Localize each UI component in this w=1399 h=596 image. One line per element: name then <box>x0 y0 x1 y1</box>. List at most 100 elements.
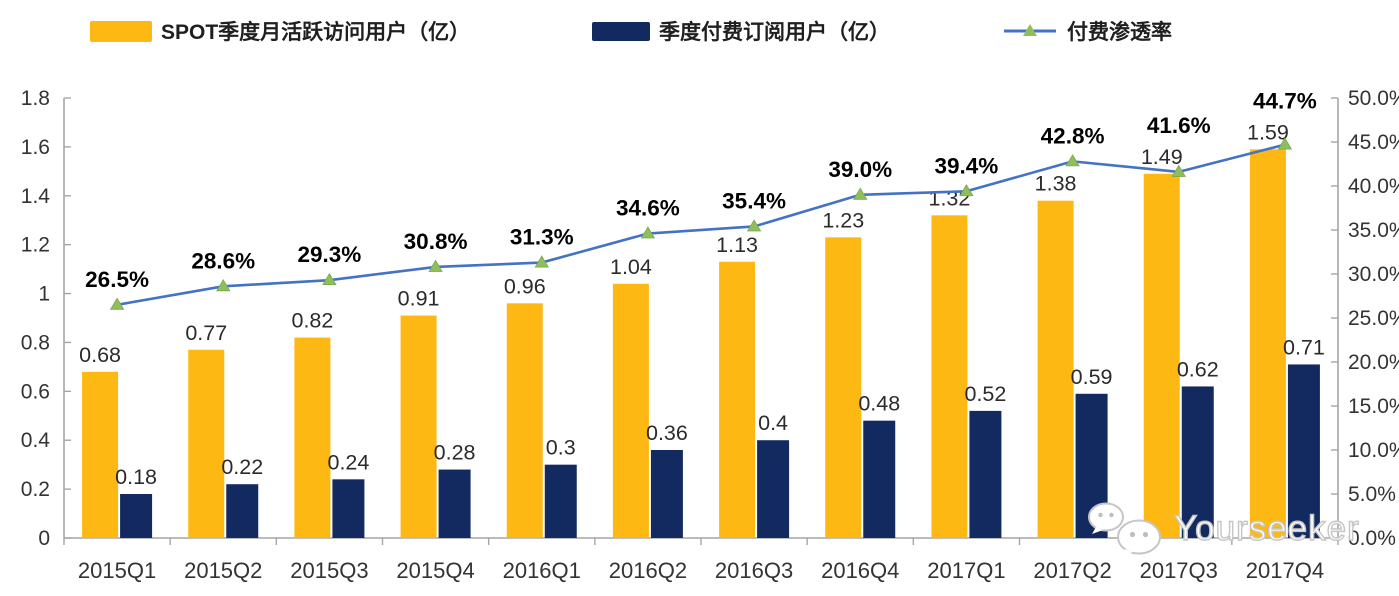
bar-subscribers-2017Q3 <box>1181 386 1214 538</box>
bar-mau-2017Q3 <box>1143 173 1180 538</box>
label-penetration-2016Q4: 39.0% <box>828 157 892 182</box>
y-axis-right-label: 45.0% <box>1348 131 1399 154</box>
y-axis-right-label: 15.0% <box>1348 395 1399 418</box>
bar-subscribers-2015Q3 <box>332 479 365 538</box>
label-mau-2016Q3: 1.13 <box>716 233 758 257</box>
bar-subscribers-2017Q1 <box>969 410 1002 538</box>
label-subscribers-2015Q1: 0.18 <box>115 465 157 489</box>
label-subscribers-2016Q3: 0.4 <box>758 411 788 435</box>
label-penetration-2016Q2: 34.6% <box>616 196 680 221</box>
y-axis-left-label: 0.6 <box>21 380 50 403</box>
x-axis-label: 2015Q4 <box>396 558 474 583</box>
bar-subscribers-2017Q4 <box>1287 364 1320 538</box>
x-axis-label: 2017Q3 <box>1140 558 1218 583</box>
legend-swatch-mau <box>90 20 152 42</box>
marker-penetration-2017Q3 <box>1171 164 1186 177</box>
label-subscribers-2016Q4: 0.48 <box>858 392 900 416</box>
marker-penetration-2016Q3 <box>746 219 762 232</box>
label-subscribers-2015Q4: 0.28 <box>434 441 476 465</box>
label-mau-2016Q2: 1.04 <box>610 255 652 279</box>
label-penetration-2015Q1: 26.5% <box>85 267 149 292</box>
y-axis-left-label: 1.6 <box>21 136 50 159</box>
y-axis-left-label: 1.4 <box>21 185 51 208</box>
bar-mau-2017Q2 <box>1037 200 1074 538</box>
y-axis-left-label: 1 <box>38 283 50 306</box>
x-axis-label: 2015Q2 <box>184 558 262 583</box>
bar-mau-2015Q2 <box>188 349 225 538</box>
y-axis-right-label: 0.0% <box>1348 527 1396 550</box>
y-axis-left-label: 1.2 <box>21 234 50 257</box>
marker-penetration-2017Q2 <box>1065 154 1080 167</box>
bar-subscribers-2017Q2 <box>1075 393 1108 538</box>
bar-mau-2016Q4 <box>825 237 862 539</box>
y-axis-right-label: 35.0% <box>1348 219 1399 242</box>
y-axis-left-label: 0.2 <box>21 478 50 501</box>
label-mau-2015Q3: 0.82 <box>291 309 333 333</box>
legend-swatch-subscribers <box>592 21 650 41</box>
label-subscribers-2016Q1: 0.3 <box>546 436 576 460</box>
label-mau-2016Q4: 1.23 <box>822 208 864 232</box>
marker-penetration-2016Q2 <box>640 226 656 239</box>
bar-mau-2016Q3 <box>719 261 756 538</box>
legend-label-penetration: 付费渗透率 <box>1067 21 1172 44</box>
y-axis-right-label: 5.0% <box>1348 483 1396 506</box>
label-mau-2015Q1: 0.68 <box>79 343 121 367</box>
label-mau-2017Q4: 1.59 <box>1247 120 1289 144</box>
legend-item-subscribers: 季度付费订阅用户（亿） <box>592 17 890 45</box>
bar-subscribers-2015Q2 <box>226 484 259 538</box>
legend-label-subscribers: 季度付费订阅用户（亿） <box>659 21 890 44</box>
bar-mau-2017Q1 <box>931 215 968 539</box>
x-axis-label: 2017Q1 <box>927 558 1005 583</box>
label-penetration-2017Q2: 42.8% <box>1041 123 1105 148</box>
x-axis-label: 2015Q1 <box>78 558 156 583</box>
legend-item-mau: SPOT季度月活跃访问用户（亿） <box>90 17 470 45</box>
bar-mau-2015Q4 <box>400 315 437 538</box>
label-subscribers-2016Q2: 0.36 <box>646 421 688 445</box>
label-subscribers-2015Q3: 0.24 <box>327 450 369 474</box>
legend-item-penetration: 付费渗透率 <box>1002 17 1172 45</box>
y-axis-left-label: 0.4 <box>21 429 51 452</box>
label-penetration-2017Q1: 39.4% <box>935 153 999 178</box>
y-axis-left-label: 1.8 <box>21 87 50 110</box>
y-axis-right-label: 10.0% <box>1348 439 1399 462</box>
bar-subscribers-2016Q1 <box>544 464 577 538</box>
x-axis-label: 2017Q4 <box>1246 558 1324 583</box>
label-mau-2016Q1: 0.96 <box>504 274 546 298</box>
label-penetration-2015Q3: 29.3% <box>298 242 362 267</box>
x-axis-label: 2016Q1 <box>503 558 581 583</box>
x-axis-label: 2016Q4 <box>821 558 899 583</box>
label-subscribers-2017Q2: 0.59 <box>1071 365 1113 389</box>
marker-penetration-2017Q1 <box>959 183 974 197</box>
marker-penetration-2015Q4 <box>428 259 443 272</box>
marker-penetration-2016Q1 <box>534 255 549 268</box>
bar-subscribers-2016Q2 <box>650 450 683 538</box>
label-mau-2015Q2: 0.77 <box>185 321 227 345</box>
label-subscribers-2017Q1: 0.52 <box>964 382 1006 406</box>
y-axis-left-label: 0 <box>38 527 50 550</box>
label-penetration-2017Q4: 44.7% <box>1253 88 1317 113</box>
bar-mau-2016Q1 <box>506 303 543 538</box>
label-mau-2015Q4: 0.91 <box>398 287 440 311</box>
bar-mau-2016Q2 <box>612 283 649 538</box>
y-axis-right-label: 50.0% <box>1348 87 1399 110</box>
label-penetration-2016Q3: 35.4% <box>722 188 786 213</box>
marker-penetration-2016Q4 <box>853 187 868 200</box>
label-mau-2017Q2: 1.38 <box>1035 172 1077 196</box>
label-penetration-2017Q3: 41.6% <box>1147 113 1211 138</box>
label-mau-2017Q3: 1.49 <box>1141 145 1183 169</box>
marker-penetration-2015Q2 <box>216 279 231 292</box>
marker-penetration-2015Q3 <box>322 272 337 286</box>
bar-subscribers-2015Q4 <box>438 469 471 538</box>
label-subscribers-2017Q4: 0.71 <box>1283 335 1325 359</box>
label-penetration-2015Q2: 28.6% <box>191 248 255 273</box>
marker-penetration-2017Q4 <box>1277 137 1293 150</box>
x-axis-label: 2017Q2 <box>1033 558 1111 583</box>
y-axis-right-label: 40.0% <box>1348 175 1399 198</box>
x-axis-label: 2016Q2 <box>609 558 687 583</box>
line-penetration <box>116 143 1286 307</box>
y-axis-right-label: 20.0% <box>1348 351 1399 374</box>
y-axis-right-label: 30.0% <box>1348 263 1399 286</box>
bar-mau-2017Q4 <box>1249 149 1286 539</box>
label-penetration-2015Q4: 30.8% <box>404 229 468 254</box>
